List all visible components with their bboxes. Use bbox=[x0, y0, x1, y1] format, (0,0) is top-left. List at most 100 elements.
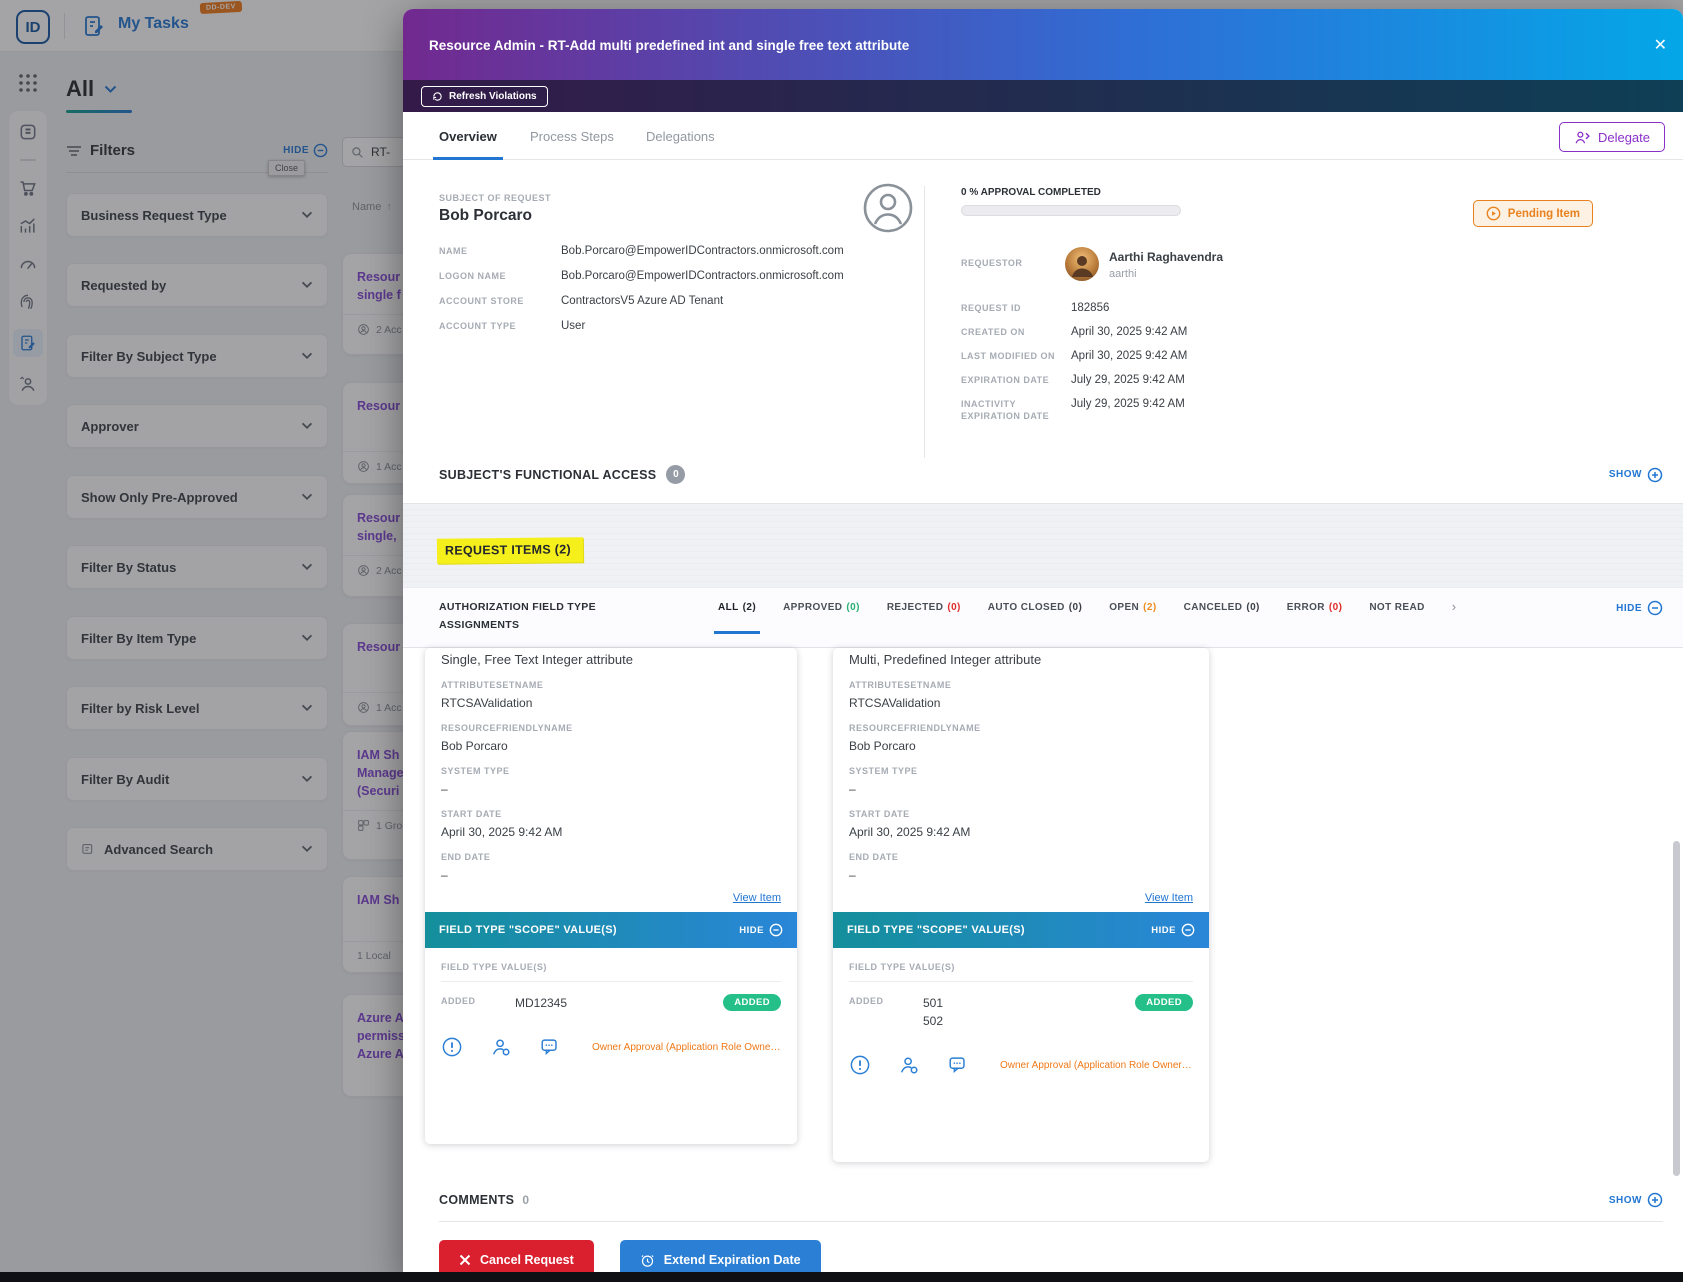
task-title[interactable]: Resour bbox=[357, 511, 401, 525]
task-title[interactable]: Azure A bbox=[357, 1047, 404, 1061]
gauge-icon[interactable] bbox=[17, 253, 39, 275]
owner-approval-link[interactable]: Owner Approval (Application Role Owner a… bbox=[592, 1041, 781, 1053]
task-count: 2 Acc bbox=[376, 564, 402, 577]
chevron-down-icon bbox=[301, 211, 313, 219]
status-tab-error[interactable]: ERROR (0) bbox=[1286, 602, 1343, 613]
scope-hide-button[interactable]: HIDE bbox=[1151, 923, 1195, 937]
delegate-person-icon bbox=[1575, 131, 1590, 143]
task-title[interactable]: Azure A bbox=[357, 1011, 404, 1025]
item-field-value: RTCSAValidation bbox=[441, 696, 533, 710]
added-status-badge: ADDED bbox=[723, 994, 781, 1011]
apps-grid-icon[interactable] bbox=[16, 72, 40, 94]
tab-overview[interactable]: Overview bbox=[433, 112, 503, 160]
active-tab-underline bbox=[66, 110, 132, 113]
advanced-search-button[interactable]: Advanced Search bbox=[66, 827, 328, 871]
task-title[interactable]: Manage bbox=[357, 766, 404, 780]
filter-approver[interactable]: Approver bbox=[66, 404, 328, 448]
close-icon[interactable]: ✕ bbox=[1653, 37, 1667, 54]
alert-circle-icon[interactable] bbox=[849, 1054, 871, 1076]
item-field-label: SYSTEM TYPE bbox=[441, 766, 510, 776]
filter-item-type[interactable]: Filter By Item Type bbox=[66, 616, 328, 660]
view-item-link[interactable]: View Item bbox=[1144, 892, 1193, 904]
item-field-value: Bob Porcaro bbox=[441, 739, 508, 753]
requestor-avatar bbox=[1065, 247, 1099, 281]
view-item-link[interactable]: View Item bbox=[732, 892, 781, 904]
item-field-label: ATTRIBUTESETNAME bbox=[849, 680, 952, 690]
task-title[interactable]: (Securi bbox=[357, 784, 400, 798]
functional-access-show-button[interactable]: SHOW bbox=[1609, 467, 1663, 483]
task-title[interactable]: permiss bbox=[357, 1029, 405, 1043]
tab-process-steps[interactable]: Process Steps bbox=[530, 128, 614, 144]
filter-requested-by[interactable]: Requested by bbox=[66, 263, 328, 307]
task-title[interactable]: Resour bbox=[357, 270, 401, 284]
chevron-down-icon bbox=[104, 85, 117, 94]
modal-title: Resource Admin - RT-Add multi predefined… bbox=[429, 38, 910, 53]
refresh-violations-button[interactable]: Refresh Violations bbox=[421, 85, 548, 107]
comment-bubble-icon[interactable] bbox=[539, 1036, 561, 1058]
field-type-value: 502 bbox=[923, 1014, 944, 1028]
comments-show-button[interactable]: SHOW bbox=[1609, 1192, 1663, 1208]
status-tab-rejected[interactable]: REJECTED (0) bbox=[886, 602, 961, 613]
filter-audit[interactable]: Filter By Audit bbox=[66, 757, 328, 801]
comment-bubble-icon[interactable] bbox=[947, 1054, 969, 1076]
delegate-button[interactable]: Delegate bbox=[1558, 122, 1665, 152]
status-tab-canceled[interactable]: CANCELED (0) bbox=[1183, 602, 1260, 613]
status-tab-auto-closed[interactable]: AUTO CLOSED (0) bbox=[987, 602, 1083, 613]
added-status-badge: ADDED bbox=[1135, 994, 1193, 1011]
task-title[interactable]: IAM Sh bbox=[357, 893, 400, 907]
assignments-heading-line2: ASSIGNMENTS bbox=[439, 619, 520, 631]
task-title[interactable]: Resour bbox=[357, 399, 401, 413]
requestor-name: Aarthi Raghavendra bbox=[1109, 250, 1224, 264]
name-column-header[interactable]: Name bbox=[352, 201, 382, 213]
request-items-band: REQUEST ITEMS (2) bbox=[403, 503, 1683, 588]
filter-lines-icon bbox=[66, 144, 82, 158]
item-field-value: Bob Porcaro bbox=[849, 739, 916, 753]
page-title: My Tasks bbox=[118, 15, 189, 32]
minus-circle-icon bbox=[1181, 923, 1195, 937]
filters-hide-button[interactable]: HIDE bbox=[283, 143, 328, 158]
fingerprint-icon[interactable] bbox=[17, 291, 39, 313]
scope-hide-button[interactable]: HIDE bbox=[739, 923, 783, 937]
filter-subject-type[interactable]: Filter By Subject Type bbox=[66, 334, 328, 378]
detail-value: 182856 bbox=[1071, 302, 1110, 314]
approver-settings-icon[interactable] bbox=[898, 1054, 920, 1076]
chevron-down-icon bbox=[301, 352, 313, 360]
x-icon bbox=[459, 1254, 471, 1266]
analytics-icon[interactable] bbox=[17, 215, 39, 237]
task-title[interactable]: single, bbox=[357, 529, 397, 543]
task-title[interactable]: single f bbox=[357, 288, 401, 302]
item-field-label: START DATE bbox=[441, 809, 502, 819]
status-tab-approved[interactable]: APPROVED (0) bbox=[783, 602, 860, 613]
id-badge-icon[interactable] bbox=[17, 121, 39, 143]
filter-status[interactable]: Filter By Status bbox=[66, 545, 328, 589]
cart-icon[interactable] bbox=[17, 177, 39, 199]
tab-delegations[interactable]: Delegations bbox=[646, 128, 715, 144]
requestor-username: aarthi bbox=[1109, 268, 1137, 280]
rail-menu bbox=[8, 110, 48, 406]
tabs-scroll-more-chevron[interactable]: › bbox=[1451, 599, 1457, 614]
field-label: ACCOUNT TYPE bbox=[439, 321, 517, 331]
status-tab-all[interactable]: ALL (2) bbox=[713, 602, 761, 648]
task-title[interactable]: Resour bbox=[357, 640, 401, 654]
assignments-heading-line1: AUTHORIZATION FIELD TYPE bbox=[439, 601, 596, 613]
owner-approval-link[interactable]: Owner Approval (Application Role Owner a… bbox=[1000, 1059, 1193, 1071]
filter-business-request-type[interactable]: Business Request Type bbox=[66, 193, 328, 237]
minus-circle-icon bbox=[313, 143, 328, 158]
vertical-scrollbar-thumb[interactable] bbox=[1673, 841, 1680, 1176]
filter-risk-level[interactable]: Filter by Risk Level bbox=[66, 686, 328, 730]
my-tasks-rail-icon[interactable] bbox=[13, 329, 43, 357]
user-history-icon[interactable] bbox=[17, 373, 39, 395]
filter-show-only-pre-approved[interactable]: Show Only Pre-Approved bbox=[66, 475, 328, 519]
alert-circle-icon[interactable] bbox=[441, 1036, 463, 1058]
divider bbox=[441, 981, 781, 982]
status-tab-open[interactable]: OPEN (2) bbox=[1109, 602, 1157, 613]
bottom-window-edge bbox=[0, 1272, 1683, 1282]
view-tab-all[interactable]: All bbox=[66, 76, 117, 102]
status-tab-not-ready[interactable]: NOT READ bbox=[1369, 602, 1425, 613]
field-type-values-label: FIELD TYPE VALUE(S) bbox=[849, 962, 955, 972]
modal-header: Resource Admin - RT-Add multi predefined… bbox=[403, 9, 1683, 80]
item-field-value: – bbox=[849, 868, 856, 882]
assignments-hide-button[interactable]: HIDE bbox=[1616, 600, 1663, 616]
approver-settings-icon[interactable] bbox=[490, 1036, 512, 1058]
task-title[interactable]: IAM Sh bbox=[357, 748, 400, 762]
